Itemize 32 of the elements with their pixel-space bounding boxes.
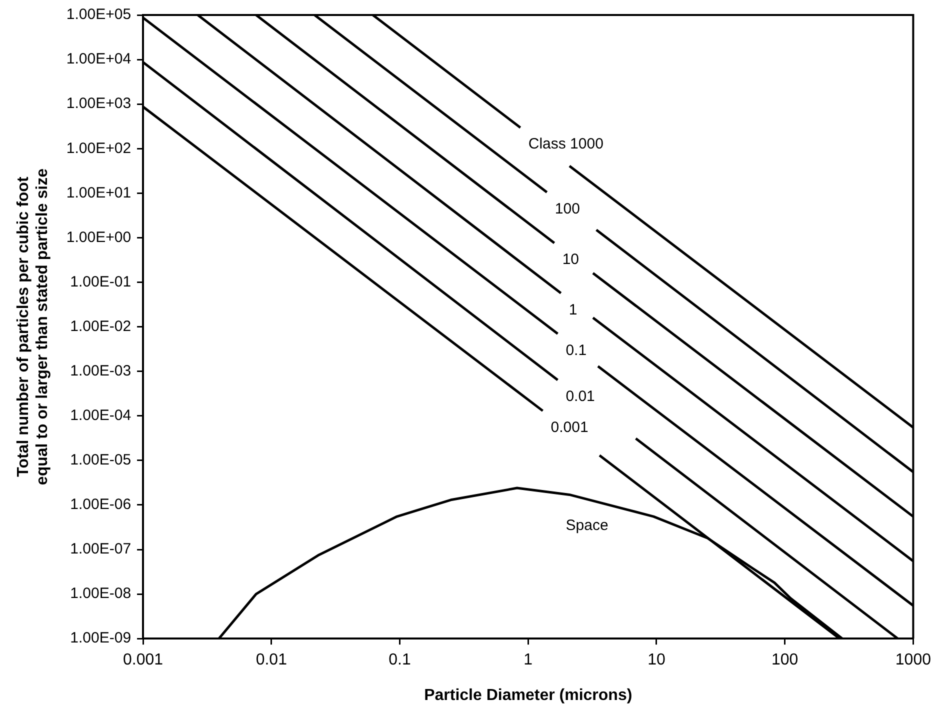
y-tick-label: 1.00E-03 — [70, 362, 132, 380]
x-axis-title: Particle Diameter (microns) — [424, 686, 632, 704]
y-tick-label: 1.00E-08 — [70, 585, 132, 602]
x-tick-label: 1000 — [895, 652, 932, 669]
y-tick-label: 1.00E+04 — [66, 50, 132, 68]
series-label: 10 — [562, 251, 580, 268]
y-tick-label: 1.00E+03 — [66, 95, 132, 112]
series-label: 0.01 — [566, 388, 595, 406]
x-tick-label: 0.01 — [256, 652, 288, 669]
y-axis-title: Total number of particles per cubic foot equal to or larger than stated particle size — [15, 168, 52, 486]
y-tick-label: 1.00E-07 — [70, 540, 132, 558]
y-tick-label: 1.00E-05 — [70, 452, 132, 469]
series-label: 0.1 — [566, 342, 587, 359]
y-tick-label: 1.00E+00 — [66, 228, 132, 246]
y-tick-label: 1.00E-02 — [70, 318, 132, 335]
x-tick-label: 0.1 — [388, 652, 411, 669]
series-label: Space — [566, 517, 608, 534]
y-tick-label: 1.00E-04 — [70, 407, 132, 424]
x-tick-label: 0.001 — [123, 652, 164, 669]
y-tick-label: 1.00E+02 — [66, 140, 132, 157]
series-label: 1 — [568, 301, 578, 318]
x-tick-label: 1 — [524, 652, 533, 669]
y-tick-label: 1.00E-09 — [70, 630, 132, 647]
series-label: 100 — [554, 200, 580, 218]
y-tick-label: 1.00E-06 — [70, 496, 132, 514]
x-tick-label: 10 — [648, 652, 666, 669]
y-tick-label: 1.00E+05 — [66, 6, 132, 24]
x-tick-label: 100 — [771, 652, 798, 669]
series-label: 0.001 — [550, 418, 588, 436]
y-tick-label: 1.00E+01 — [66, 184, 132, 202]
y-tick-label: 1.00E-01 — [70, 273, 132, 290]
series-label: Class 1000 — [528, 136, 604, 153]
